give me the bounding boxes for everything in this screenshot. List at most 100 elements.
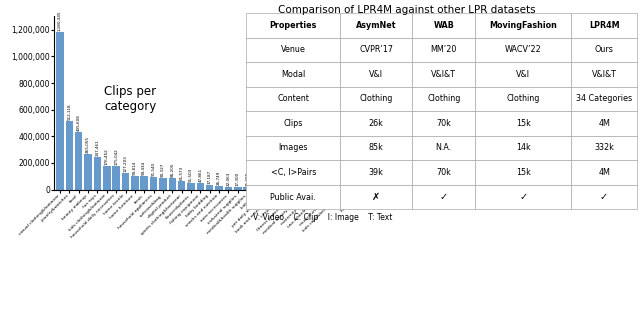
Bar [113, 166, 120, 190]
Text: 26,749: 26,749 [217, 171, 221, 185]
Text: 70k: 70k [436, 119, 451, 128]
Text: 435,608: 435,608 [77, 114, 81, 130]
Text: 34 Categories: 34 Categories [576, 95, 632, 103]
Text: 265,055: 265,055 [86, 136, 90, 153]
Text: 4M: 4M [598, 168, 610, 177]
Bar [318, 189, 326, 190]
Text: LPR4M: LPR4M [589, 21, 620, 30]
Text: 99,814: 99,814 [133, 161, 137, 175]
Bar [131, 176, 139, 190]
Bar [178, 181, 186, 190]
Text: WAB: WAB [433, 21, 454, 30]
Text: 4M: 4M [598, 119, 610, 128]
Text: ✓: ✓ [600, 192, 608, 202]
Bar [281, 188, 288, 190]
Text: 85k: 85k [369, 144, 383, 152]
Bar [159, 178, 166, 190]
Text: MM’20: MM’20 [431, 45, 457, 54]
Text: 332k: 332k [594, 144, 614, 152]
Text: ✓: ✓ [440, 192, 448, 202]
Text: 37,187: 37,187 [208, 169, 212, 184]
Text: Ours: Ours [595, 45, 614, 54]
Text: 3,450: 3,450 [320, 177, 324, 188]
Text: 13,179: 13,179 [255, 173, 259, 187]
Text: Public Avai.: Public Avai. [271, 193, 316, 201]
Text: 90,327: 90,327 [161, 162, 165, 177]
Bar [225, 187, 232, 190]
Text: ✗: ✗ [372, 192, 380, 202]
Text: Comparison of LPR4M against other LPR datasets: Comparison of LPR4M against other LPR da… [278, 5, 535, 15]
Text: CVPR’17: CVPR’17 [359, 45, 393, 54]
Bar [243, 187, 251, 190]
Text: Content: Content [277, 95, 309, 103]
Text: 8,898: 8,898 [283, 176, 287, 187]
Text: Clothing: Clothing [360, 95, 393, 103]
Text: Properties: Properties [269, 21, 317, 30]
Text: 85,205: 85,205 [170, 163, 174, 177]
Bar [66, 121, 73, 190]
Text: 9,060: 9,060 [273, 176, 277, 187]
Text: 127,203: 127,203 [124, 155, 127, 172]
Text: Clips: Clips [284, 119, 303, 128]
Text: Clothing: Clothing [507, 95, 540, 103]
Text: 176,452: 176,452 [105, 148, 109, 165]
Text: 61,573: 61,573 [180, 166, 184, 181]
Bar [253, 188, 260, 190]
Bar [150, 178, 157, 190]
Text: 5,644: 5,644 [292, 176, 296, 188]
Text: 1,180,345: 1,180,345 [58, 11, 62, 31]
Text: AsymNet: AsymNet [356, 21, 396, 30]
Text: 51,503: 51,503 [189, 167, 193, 182]
Text: 14k: 14k [516, 144, 531, 152]
Bar [84, 154, 92, 190]
Text: ✓: ✓ [519, 192, 527, 202]
Text: Images: Images [278, 144, 308, 152]
Bar [300, 189, 307, 190]
Text: 451: 451 [348, 181, 352, 189]
Text: 39: 39 [357, 183, 362, 189]
Text: 91,540: 91,540 [152, 162, 156, 176]
Text: Venue: Venue [281, 45, 306, 54]
Bar [75, 131, 83, 190]
Bar [206, 185, 214, 190]
Text: 5,143: 5,143 [301, 176, 305, 188]
Bar [168, 178, 176, 190]
Bar [93, 157, 101, 190]
Text: 512,118: 512,118 [67, 104, 72, 120]
Bar [56, 32, 64, 190]
Text: 26k: 26k [369, 119, 383, 128]
Text: 16,408: 16,408 [245, 172, 249, 186]
Bar [290, 189, 298, 190]
Text: MovingFashion: MovingFashion [490, 21, 557, 30]
Text: 247,461: 247,461 [95, 139, 99, 156]
Text: N.A.: N.A. [436, 144, 452, 152]
Text: Clips per
category: Clips per category [104, 85, 156, 113]
Text: 15k: 15k [516, 168, 531, 177]
Text: 35: 35 [367, 183, 371, 189]
Text: <C, I>Pairs: <C, I>Pairs [271, 168, 316, 177]
Text: 1,921: 1,921 [330, 177, 333, 188]
Text: WACV’22: WACV’22 [505, 45, 542, 54]
Bar [215, 186, 223, 190]
Bar [271, 188, 279, 190]
Text: 39k: 39k [369, 168, 383, 177]
Bar [196, 183, 204, 190]
Text: Clothing: Clothing [427, 95, 460, 103]
Text: 17,300: 17,300 [236, 172, 240, 186]
Bar [262, 188, 269, 190]
Text: V: Video    C: Clip    I: Image    T: Text: V: Video C: Clip I: Image T: Text [253, 213, 392, 222]
Text: V&I: V&I [516, 70, 531, 79]
Text: V&I: V&I [369, 70, 383, 79]
Text: 4,898: 4,898 [310, 176, 315, 188]
Text: 22,063: 22,063 [227, 171, 230, 186]
Text: 175,042: 175,042 [114, 148, 118, 165]
Text: V&I&T: V&I&T [431, 70, 456, 79]
Text: 47,861: 47,861 [198, 168, 202, 182]
Bar [234, 187, 241, 190]
Bar [141, 176, 148, 190]
Bar [309, 189, 316, 190]
Text: 70k: 70k [436, 168, 451, 177]
Text: 1,003: 1,003 [339, 177, 342, 188]
Text: Modal: Modal [281, 70, 305, 79]
Bar [188, 183, 195, 190]
